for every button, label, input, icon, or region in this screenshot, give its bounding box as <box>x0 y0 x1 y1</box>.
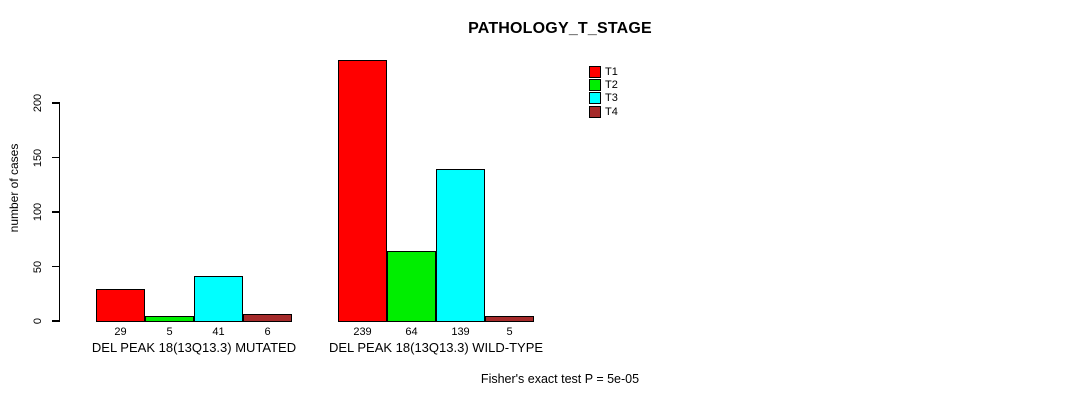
y-axis-line <box>58 102 60 322</box>
bar-t1-group2 <box>338 60 387 322</box>
category-label-group2: DEL PEAK 18(13Q13.3) WILD-TYPE <box>328 340 544 355</box>
legend-label-t3: T3 <box>605 92 618 105</box>
y-tick-label: 150 <box>32 148 44 167</box>
bar-value-label: 5 <box>166 326 173 338</box>
bar-t3-group1 <box>194 276 243 322</box>
bar-t4-group2 <box>485 315 534 322</box>
bar-value-label: 239 <box>353 326 372 338</box>
y-tick-label: 100 <box>32 202 44 222</box>
bar-t2-group2 <box>387 251 436 322</box>
y-axis-label: number of cases <box>7 143 21 233</box>
legend-item-t4: T4 <box>589 105 618 118</box>
bar-value-label: 64 <box>405 326 418 338</box>
legend-swatch-t3 <box>589 92 601 105</box>
fisher-test-annotation: Fisher's exact test P = 5e-05 <box>480 372 640 386</box>
bar-value-label: 41 <box>212 326 225 338</box>
legend-swatch-t4 <box>589 105 601 118</box>
y-tick-mark <box>51 102 59 104</box>
bar-value-label: 139 <box>451 326 470 338</box>
y-tick-mark <box>51 265 59 268</box>
legend-label-t4: T4 <box>605 105 618 118</box>
y-tick-label: 50 <box>32 260 44 273</box>
y-tick-label: 0 <box>32 317 44 325</box>
legend-item-t3: T3 <box>589 92 618 105</box>
legend-item-t2: T2 <box>589 78 618 91</box>
bar-value-label: 6 <box>264 326 271 338</box>
bar-t1-group1 <box>96 289 145 322</box>
legend-item-t1: T1 <box>589 65 618 78</box>
legend-label-t1: T1 <box>605 65 618 78</box>
legend-label-t2: T2 <box>605 78 618 91</box>
bar-t3-group2 <box>436 169 485 322</box>
bar-value-label: 5 <box>506 326 513 338</box>
bar-t2-group1 <box>145 315 194 322</box>
y-tick-label: 200 <box>32 93 44 113</box>
bar-value-label: 29 <box>114 326 127 338</box>
y-tick-mark <box>51 156 59 159</box>
legend-swatch-t1 <box>589 65 601 78</box>
y-tick-mark <box>51 211 59 213</box>
legend-swatch-t2 <box>589 78 601 91</box>
category-label-group1: DEL PEAK 18(13Q13.3) MUTATED <box>91 340 297 355</box>
y-tick-mark <box>51 320 59 322</box>
chart-title: PATHOLOGY_T_STAGE <box>468 20 652 37</box>
bar-t4-group1 <box>243 314 292 322</box>
